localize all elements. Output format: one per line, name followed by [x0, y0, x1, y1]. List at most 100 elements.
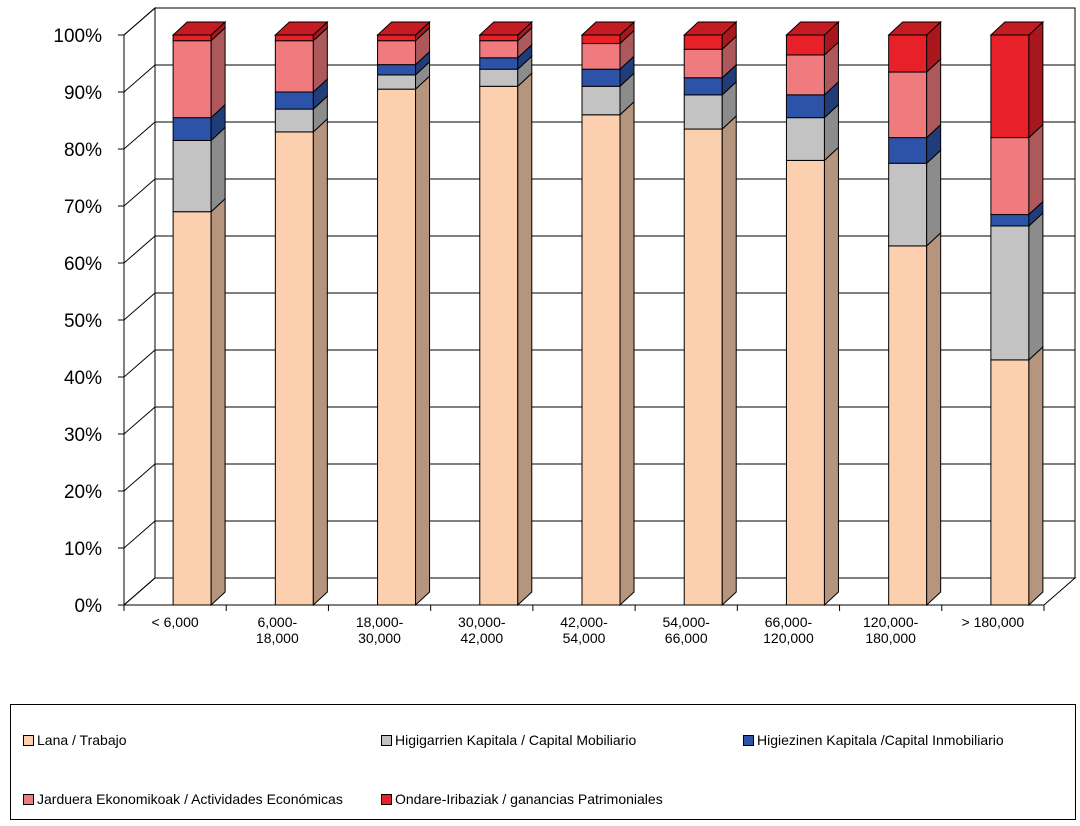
bar-segment [172, 197, 226, 607]
x-tick-label-line: 180,000 [865, 630, 916, 646]
bar-segment-front [172, 34, 212, 42]
legend-swatch-lana [23, 734, 34, 746]
bar-segment-front [785, 34, 825, 56]
y-tick-label: 40% [64, 368, 102, 389]
bar-segment-side [926, 149, 942, 248]
gridline-side [123, 7, 156, 36]
bar-segment-side [823, 146, 839, 607]
bar-segment-front [479, 85, 519, 606]
x-tick-label-line: 42,000- [560, 614, 608, 630]
bar-segment-front [172, 211, 212, 606]
legend-item-capital-mobiliario: Higigarrien Kapitala / Capital Mobiliari… [381, 732, 636, 748]
bar-segment-front [990, 359, 1030, 606]
bar-segment-front [479, 57, 519, 70]
bar-segment-front [888, 245, 928, 606]
bar-segment-side [926, 57, 942, 139]
bar-segment-front [683, 48, 723, 79]
y-tick-label: 90% [64, 83, 102, 104]
bar-segment [581, 29, 635, 71]
bar-segment-front [785, 94, 825, 119]
bar-segment [274, 117, 328, 607]
legend-item-lana: Lana / Trabajo [23, 732, 127, 748]
y-tick-label: 80% [64, 140, 102, 161]
bar-segment-front [377, 88, 417, 606]
bar-segment [581, 72, 635, 116]
x-tick-label: 18,000-30,000 [356, 614, 404, 646]
bar-segment-front [479, 34, 519, 42]
bar-segment [785, 40, 839, 96]
bar-top [682, 21, 738, 36]
bar-segment-side [1028, 20, 1044, 139]
legend: Lana / Trabajo Higigarrien Kapitala / Ca… [10, 704, 1076, 820]
bar-segment-front [274, 108, 314, 133]
bar-segment-side [1028, 345, 1044, 607]
y-tick-label: 20% [64, 482, 102, 503]
bar-segment [785, 146, 839, 607]
bar-segment-side [415, 75, 431, 607]
legend-label-actividades-economicas: Jarduera Ekonomikoak / Actividades Econó… [37, 791, 343, 807]
bar-segment [888, 231, 942, 607]
bar-segment-front [888, 137, 928, 164]
bar-segment-front [785, 117, 825, 161]
x-tick-label-line: 30,000 [358, 630, 401, 646]
bar-segment-front [785, 54, 825, 96]
bar-segment-front [479, 40, 519, 59]
gridline-side [123, 406, 156, 435]
bar-segment-front [683, 34, 723, 50]
x-tick-label-line: < 6,000 [152, 614, 199, 630]
bar-segment-front [683, 128, 723, 606]
x-tick-label: > 180,000 [962, 614, 1025, 630]
bar-segment-side [619, 100, 635, 607]
x-tick-label: 54,000-66,000 [662, 614, 710, 646]
x-tick-label: 66,000-120,000 [763, 614, 814, 646]
y-tick-label: 60% [64, 254, 102, 275]
bar-segment-side [1028, 211, 1044, 362]
x-tick-label: 6,000-18,000 [256, 614, 299, 646]
x-tick-label-line: 6,000- [257, 614, 297, 630]
bar-segment-front [377, 34, 417, 42]
bar-segment-front [683, 94, 723, 130]
bar-segment-front [274, 34, 314, 42]
legend-swatch-actividades-economicas [23, 793, 34, 805]
bar-segment [990, 123, 1044, 216]
bar-segment-front [172, 139, 212, 213]
bar-segment [377, 75, 431, 607]
bar-segment [888, 149, 942, 248]
bar-segment [274, 26, 328, 94]
bar-segment-front [888, 162, 928, 247]
bar-segment-front [581, 85, 621, 116]
x-tick-label-line: 66,000 [665, 630, 708, 646]
bar-segment-front [990, 214, 1030, 227]
x-tick-label-line: 18,000- [356, 614, 404, 630]
y-tick-label: 10% [64, 539, 102, 560]
x-tick-label: < 6,000 [152, 614, 199, 630]
bar-segment-side [926, 231, 942, 607]
bar-segment [581, 100, 635, 607]
bar-segment [581, 55, 635, 88]
bar-segment [888, 20, 942, 74]
bars [171, 20, 1045, 607]
x-tick-label: 42,000-54,000 [560, 614, 608, 646]
legend-item-capital-inmobiliario: Higiezinen Kapitala /Capital Inmobiliari… [743, 732, 1004, 748]
gridline-side [123, 178, 156, 207]
bar-segment-side [517, 72, 533, 607]
bar-segment [990, 211, 1044, 362]
y-tick-label: 50% [64, 311, 102, 332]
gridline-side [123, 64, 156, 93]
bar-segment-front [785, 159, 825, 606]
bar-segment [274, 77, 328, 111]
legend-item-ganancias-patrimoniales: Ondare-Iribaziak / ganancias Patrimonial… [381, 791, 663, 807]
bar-segment-side [1028, 123, 1044, 216]
legend-item-actividades-economicas: Jarduera Ekonomikoak / Actividades Econó… [23, 791, 343, 807]
x-tick-label-line: 18,000 [256, 630, 299, 646]
bar-segment-front [377, 64, 417, 76]
bar-segment-front [274, 40, 314, 93]
y-tick-label: 70% [64, 197, 102, 218]
x-tick-label-line: 54,000- [662, 614, 710, 630]
legend-swatch-capital-inmobiliario [743, 734, 754, 746]
bar-segment [888, 57, 942, 139]
bar-segment-side [721, 114, 737, 607]
bar-segment-front [683, 77, 723, 96]
bar-segment [479, 26, 533, 59]
bar-top [274, 21, 329, 36]
